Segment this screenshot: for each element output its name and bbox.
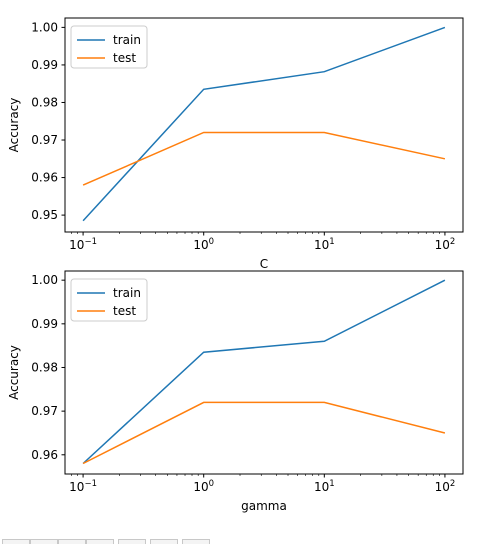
zoom-button[interactable] xyxy=(118,539,146,544)
y-tick-label: 0.99 xyxy=(31,317,58,331)
data-point-test-4 xyxy=(443,157,446,160)
plot-frame xyxy=(64,17,464,233)
chart-panel-1: 0.95 0.96 0.97 0.98 0.99 1.00 10−1 100 101 102 C Ac… xyxy=(7,17,464,271)
data-point-train-4 xyxy=(443,26,446,29)
data-point-test-3 xyxy=(323,131,326,134)
x-tick-label: 102 xyxy=(435,479,456,494)
x-axis-label: gamma xyxy=(241,499,287,513)
data-point-train-3 xyxy=(323,340,326,343)
legend-label-train: train xyxy=(113,286,141,300)
save-button[interactable] xyxy=(182,539,210,544)
data-point-test-4 xyxy=(443,431,446,434)
y-tick-label: 0.96 xyxy=(31,448,58,462)
y-tick-label: 0.97 xyxy=(31,404,58,418)
y-tick-label: 0.95 xyxy=(31,208,58,222)
data-point-train-4 xyxy=(443,279,446,282)
x-tick-label: 102 xyxy=(435,237,456,252)
plot-frame xyxy=(64,270,464,475)
y-tick-label: 1.00 xyxy=(31,273,58,287)
toolbar xyxy=(0,537,500,544)
y-axis-label: Accuracy xyxy=(7,98,21,153)
pan-button[interactable] xyxy=(86,539,114,544)
legend: train test xyxy=(70,25,148,69)
chart-panel-2: 0.96 0.97 0.98 0.99 1.00 10−1 100 101 102 gamma Ac… xyxy=(7,270,464,513)
x-tick-label: 10−1 xyxy=(69,479,97,494)
series-line-test xyxy=(82,401,446,465)
y-axis-label: Accuracy xyxy=(7,345,21,400)
x-axis-label: C xyxy=(260,257,268,271)
legend-label-test: test xyxy=(113,51,136,65)
x-tick-label: 100 xyxy=(193,237,214,252)
series-line-train xyxy=(82,279,446,465)
configure-button[interactable] xyxy=(150,539,178,544)
series-line-train xyxy=(82,26,446,222)
x-tick-label: 10−1 xyxy=(69,237,97,252)
y-tick-label: 0.99 xyxy=(31,58,58,72)
series-line-test xyxy=(82,131,446,186)
x-tick-label: 101 xyxy=(314,237,335,252)
data-point-test-1 xyxy=(82,462,85,465)
data-point-train-2 xyxy=(202,351,205,354)
y-tick-label: 0.98 xyxy=(31,95,58,109)
x-tick-label: 100 xyxy=(193,479,214,494)
y-tick-label: 0.96 xyxy=(31,171,58,185)
data-point-test-2 xyxy=(202,131,205,134)
back-button[interactable] xyxy=(30,539,58,544)
forward-button[interactable] xyxy=(58,539,86,544)
data-point-test-2 xyxy=(202,401,205,404)
data-point-train-3 xyxy=(323,70,326,73)
legend-label-train: train xyxy=(113,33,141,47)
home-button[interactable] xyxy=(2,539,30,544)
data-point-train-2 xyxy=(202,88,205,91)
data-point-test-1 xyxy=(82,184,85,187)
legend-label-test: test xyxy=(113,304,136,318)
data-point-train-1 xyxy=(82,219,85,222)
y-tick-label: 1.00 xyxy=(31,20,58,34)
x-tick-label: 101 xyxy=(314,479,335,494)
data-point-test-3 xyxy=(323,401,326,404)
y-tick-label: 0.98 xyxy=(31,360,58,374)
y-tick-label: 0.97 xyxy=(31,133,58,147)
legend: train test xyxy=(70,278,148,322)
